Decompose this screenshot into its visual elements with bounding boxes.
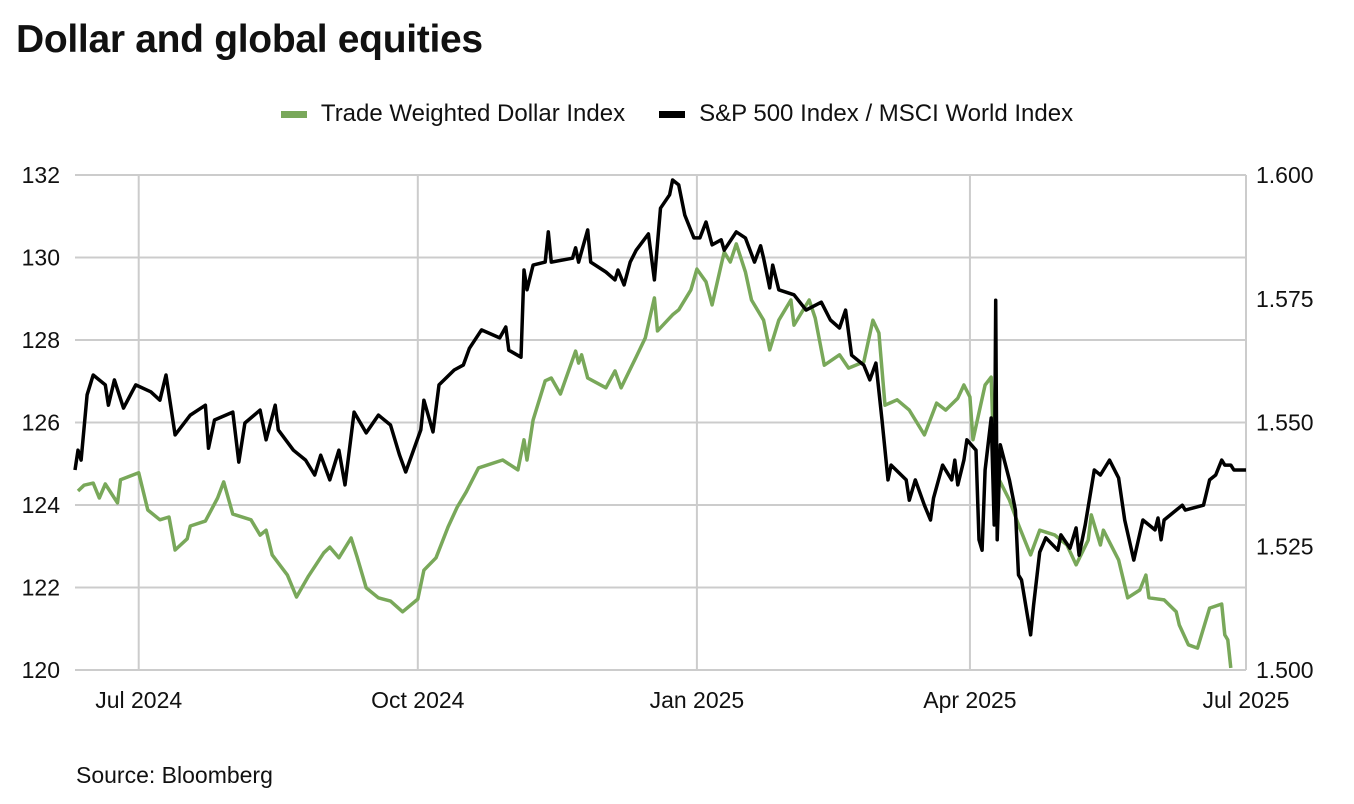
x-tick-label: Apr 2025 — [923, 687, 1016, 713]
legend-label-spx-msci: S&P 500 Index / MSCI World Index — [699, 100, 1074, 127]
series-line-dollar-index — [76, 242, 1233, 669]
chart-title: Dollar and global equities — [16, 18, 483, 61]
y-left-tick-label: 120 — [22, 657, 60, 683]
series-line-spx-msci-ratio — [73, 178, 1246, 637]
x-tick-label: Jul 2025 — [1203, 687, 1290, 713]
legend-label-dollar: Trade Weighted Dollar Index — [320, 100, 626, 127]
y-right-tick-label: 1.575 — [1256, 286, 1314, 312]
legend-swatch-spx-msci — [659, 110, 686, 118]
y-left-tick-label: 126 — [22, 410, 60, 436]
y-right-tick-label: 1.600 — [1256, 162, 1314, 188]
y-left-tick-label: 132 — [22, 162, 60, 188]
y-left-tick-label: 130 — [22, 245, 60, 271]
y-right-tick-label: 1.550 — [1256, 410, 1314, 436]
y-left-tick-label: 128 — [22, 327, 60, 353]
x-tick-label: Jul 2024 — [95, 687, 182, 713]
legend-swatch-dollar — [280, 110, 307, 118]
x-tick-label: Oct 2024 — [371, 687, 465, 713]
y-right-tick-label: 1.525 — [1256, 533, 1314, 559]
legend: Trade Weighted Dollar Index S&P 500 Inde… — [0, 100, 1354, 128]
legend-item-dollar: Trade Weighted Dollar Index — [280, 100, 626, 128]
y-right-tick-label: 1.500 — [1256, 657, 1314, 683]
y-left-tick-label: 124 — [22, 492, 61, 518]
x-tick-label: Jan 2025 — [650, 687, 745, 713]
source-note: Source: Bloomberg — [76, 762, 273, 788]
y-left-tick-label: 122 — [22, 575, 60, 601]
legend-item-spx-msci: S&P 500 Index / MSCI World Index — [659, 100, 1073, 128]
